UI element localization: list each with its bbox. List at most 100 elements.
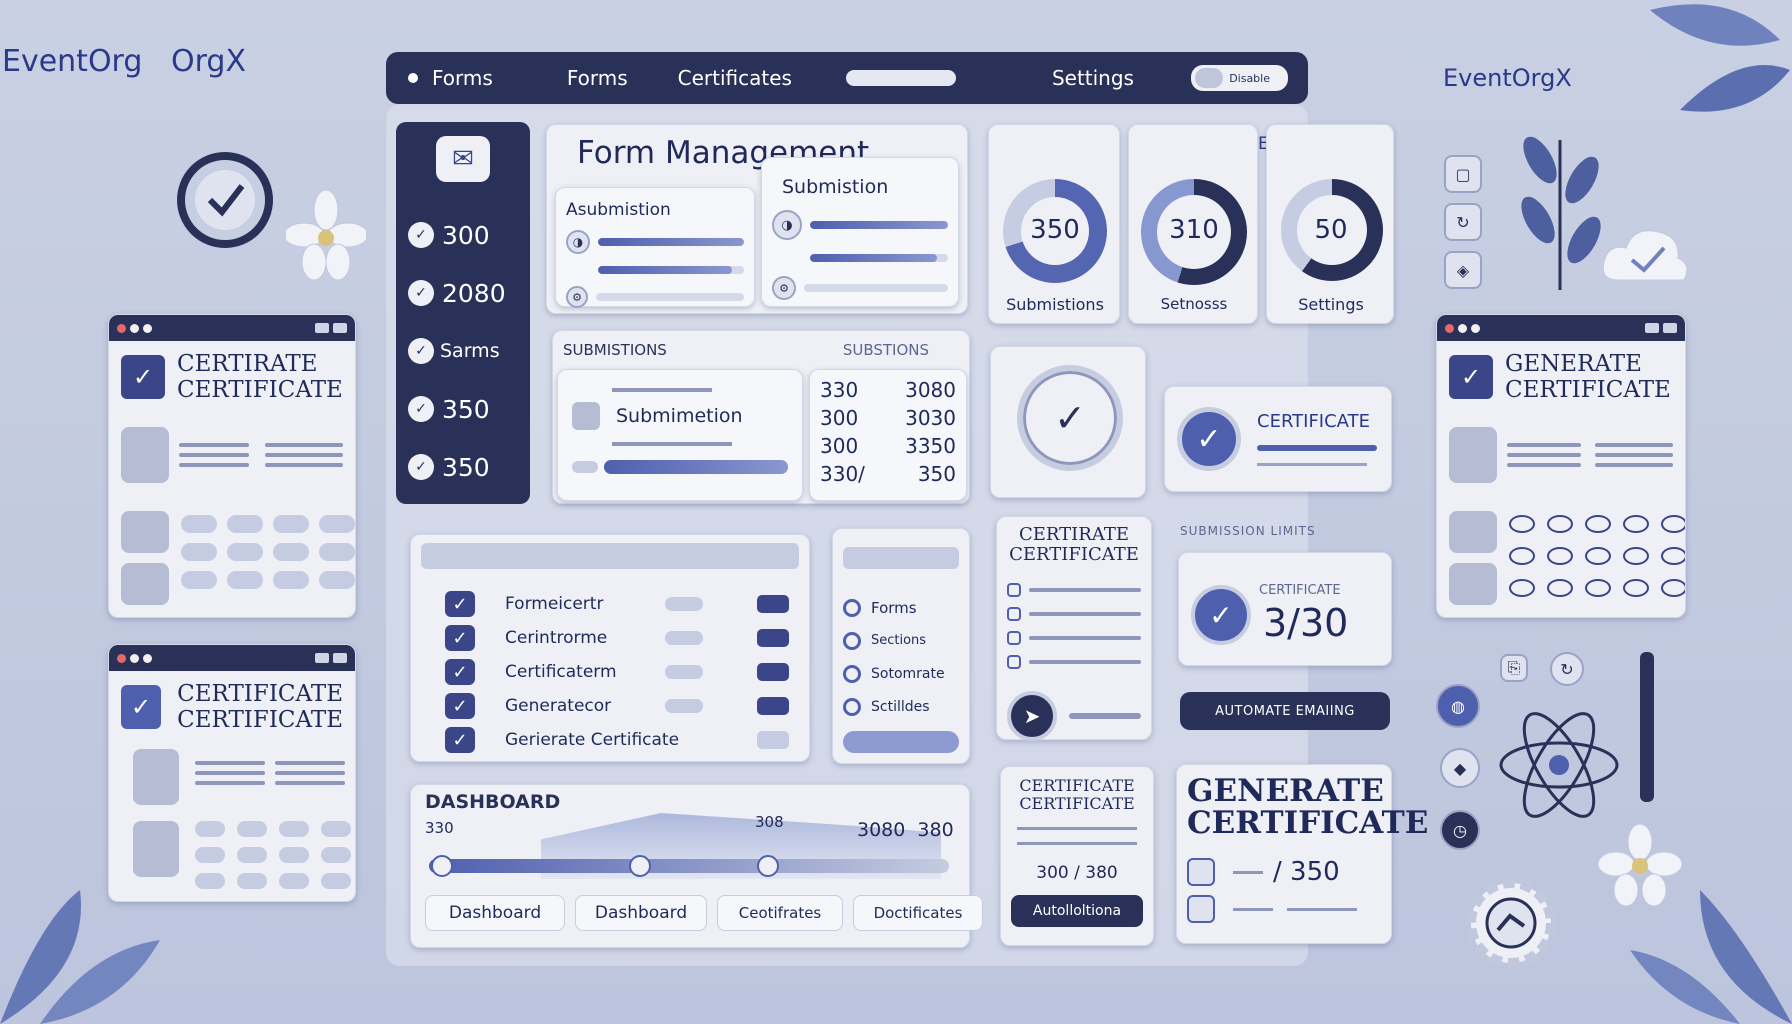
clipboard-icon[interactable]: ▢	[1444, 155, 1482, 193]
list-item-label: Formeicertr	[505, 594, 604, 614]
globe-icon[interactable]: ◍	[1436, 684, 1480, 728]
ring-value: 50	[1314, 215, 1348, 245]
image-icon	[1449, 563, 1497, 605]
checkbox[interactable]: ✓	[445, 727, 475, 753]
mini-list-item[interactable]: Sotomrate	[843, 657, 959, 690]
mini-list-item[interactable]: Sctilldes	[843, 690, 959, 723]
radio-button[interactable]	[1661, 547, 1685, 565]
panel-title: CERTIFICATE	[177, 707, 343, 733]
submission-detail-panel: Submimetion	[557, 369, 803, 501]
radio-button[interactable]	[1509, 515, 1535, 533]
refresh-icon[interactable]: ↻	[1444, 203, 1482, 241]
sidebar-item[interactable]: ✓ 350	[408, 380, 518, 438]
settings-icon[interactable]: ⚙	[772, 276, 796, 300]
radio-icon	[843, 631, 861, 650]
verify-dial-button[interactable]: ✓	[1017, 365, 1123, 471]
checkbox[interactable]: ✓	[445, 693, 475, 719]
list-item[interactable]: ✓ Gerierate Certificate	[421, 723, 799, 757]
radio-button[interactable]	[1661, 515, 1685, 533]
clock-icon[interactable]: ◷	[1440, 810, 1480, 850]
document-icon	[1187, 858, 1215, 886]
certificate-card: ✓ CERTIFICATE	[1164, 386, 1392, 492]
panel-title: GENERATE	[1505, 351, 1642, 377]
radio-button[interactable]	[1547, 547, 1573, 565]
mail-icon[interactable]: ✉	[436, 136, 490, 182]
toggle-icon[interactable]: ◑	[566, 230, 590, 254]
checkbox[interactable]: ✓	[445, 591, 475, 617]
nav-search-bar[interactable]	[845, 70, 956, 86]
radio-button[interactable]	[1661, 579, 1685, 597]
nav-tab-settings[interactable]: Settings	[1051, 66, 1134, 90]
document-icon	[1187, 895, 1215, 923]
radio-button[interactable]	[1509, 547, 1535, 565]
list-item[interactable]: ✓ Cerintrorme	[421, 621, 799, 655]
sidebar-item[interactable]: ✓ 300	[408, 206, 518, 264]
progress-bar	[604, 460, 788, 474]
radio-button[interactable]	[1585, 547, 1611, 565]
refresh-icon[interactable]: ↻	[1550, 652, 1584, 686]
checkbox[interactable]: ✓	[445, 659, 475, 685]
progress-bar	[810, 221, 948, 229]
map-icon[interactable]: ◈	[1444, 251, 1482, 289]
slider-handle[interactable]	[629, 855, 651, 877]
slider-handle[interactable]	[431, 855, 453, 877]
dashboard-button[interactable]: Dashboard	[575, 895, 707, 931]
automation-button[interactable]: Autolloltiona	[1011, 895, 1143, 927]
certificates-button[interactable]: Doctificates	[853, 895, 983, 931]
limits-value: 3/30	[1263, 601, 1349, 645]
mini-list-label: Sections	[871, 633, 927, 648]
document-icon	[1449, 427, 1497, 483]
document-icon	[121, 427, 169, 483]
limits-label: CERTIFICATE	[1259, 583, 1341, 598]
radio-button[interactable]	[1547, 579, 1573, 597]
check-icon: ✓	[1449, 355, 1493, 399]
automate-emailing-button[interactable]: AUTOMATE EMAIING	[1180, 692, 1390, 730]
checkbox[interactable]: ✓	[445, 625, 475, 651]
radio-button[interactable]	[1509, 579, 1535, 597]
radio-button[interactable]	[1585, 515, 1611, 533]
list-item[interactable]: ✓ Formeicertr	[421, 587, 799, 621]
sidebar-item[interactable]: ✓ 350	[408, 438, 518, 496]
timeline-slider[interactable]	[429, 859, 949, 873]
nav-tab-forms-2[interactable]: Forms	[566, 66, 628, 90]
stat-ring-card-1: 350 Submistions	[988, 124, 1120, 324]
arrow-button[interactable]: ➤	[1007, 691, 1057, 741]
stat-ring-card-3: 50 Settings	[1266, 124, 1394, 324]
mini-progress-bar[interactable]	[843, 731, 959, 753]
radio-button[interactable]	[1547, 515, 1573, 533]
sidebar-item[interactable]: ✓ Sarms	[408, 322, 518, 380]
nav-tab-certificates[interactable]: Certificates	[677, 66, 792, 90]
document-icon	[572, 402, 600, 430]
atom-icon	[1499, 712, 1619, 818]
toggle-icon[interactable]: ◑	[772, 210, 802, 240]
submission-label: Submistion	[782, 176, 889, 198]
nav-tab-forms[interactable]: Forms	[432, 66, 493, 90]
mini-list-item[interactable]: Sections	[843, 624, 959, 657]
generate-certificate-card: GENERATE CERTIFICATE / 350	[1176, 764, 1428, 944]
settings-icon[interactable]: ⚙	[566, 286, 588, 308]
list-item[interactable]: ✓ Certificaterm	[421, 655, 799, 689]
link-icon[interactable]: ⎘	[1500, 654, 1528, 682]
certificate-check-icon: ✓	[1177, 407, 1241, 471]
submission-panel-2: Submistion ◑ ⚙	[761, 157, 959, 307]
mini-list-card: Forms Sections Sotomrate Sctilldes	[832, 528, 970, 764]
toggle-off-icon	[1195, 68, 1224, 88]
dashboard-title: DASHBOARD	[425, 791, 561, 813]
submissions-table-card: SUBMISTIONS SUBSTIONS Submimetion 330 3080…	[552, 330, 970, 504]
item-badge	[757, 663, 789, 681]
radio-button[interactable]	[1623, 579, 1649, 597]
check-icon: ✓	[121, 685, 162, 729]
list-item[interactable]: ✓ Generatecor	[421, 689, 799, 723]
document-icon	[133, 749, 179, 805]
sidebar-item[interactable]: ✓ 2080	[408, 264, 518, 322]
mini-list-item[interactable]: Forms	[843, 591, 959, 624]
dashboard-button[interactable]: Dashboard	[425, 895, 565, 931]
submission-panel-1: Asubmistion ◑ ⚙	[555, 187, 755, 308]
radio-button[interactable]	[1585, 579, 1611, 597]
slider-handle[interactable]	[757, 855, 779, 877]
certificates-button[interactable]: Ceotifrates	[717, 895, 843, 931]
radio-button[interactable]	[1623, 547, 1649, 565]
radio-button[interactable]	[1623, 515, 1649, 533]
tag-icon[interactable]: ◆	[1440, 748, 1480, 788]
nav-toggle[interactable]: Disable	[1191, 65, 1288, 91]
